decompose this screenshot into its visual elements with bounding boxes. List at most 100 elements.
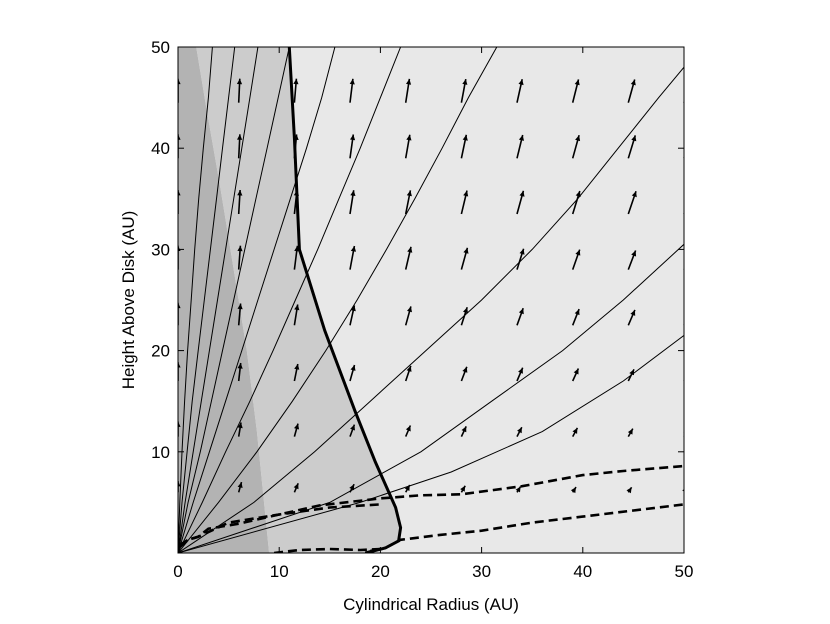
velocity-arrow: [571, 190, 581, 215]
x-axis-label: Cylindrical Radius (AU): [343, 595, 519, 614]
velocity-arrow: [293, 245, 300, 270]
contour-dashed-3: [273, 547, 381, 553]
velocity-arrow: [293, 423, 300, 437]
velocity-arrow: [683, 99, 684, 103]
x-tick-label: 10: [270, 562, 289, 581]
velocity-arrow: [404, 484, 411, 493]
velocity-arrow: [349, 305, 356, 326]
velocity-arrow: [349, 190, 356, 215]
field-line-9: [178, 243, 684, 553]
velocity-arrow: [178, 481, 181, 493]
y-tick-label: 30: [151, 240, 170, 259]
velocity-arrow: [460, 426, 467, 437]
field-line-4: [178, 47, 290, 553]
velocity-arrow: [236, 78, 243, 103]
y-tick-label: 10: [151, 443, 170, 462]
velocity-arrow: [516, 134, 524, 159]
velocity-arrow: [684, 24, 692, 47]
x-tick-label: 40: [573, 562, 592, 581]
velocity-arrow: [683, 211, 684, 214]
velocity-arrow: [571, 134, 581, 159]
velocity-arrow: [571, 427, 579, 437]
velocity-arrow: [349, 364, 356, 382]
velocity-arrow: [293, 78, 299, 103]
velocity-arrow: [237, 481, 243, 493]
velocity-arrow: [516, 248, 525, 270]
velocity-arrow: [349, 134, 356, 159]
velocity-arrow: [460, 485, 466, 493]
x-tick-label: 0: [173, 562, 182, 581]
velocity-arrow: [293, 304, 300, 326]
velocity-arrow: [237, 245, 243, 270]
velocity-arrow: [572, 47, 574, 48]
velocity-arrow: [404, 365, 412, 382]
y-axis-label: Height Above Disk (AU): [119, 211, 138, 390]
velocity-arrow: [627, 368, 635, 382]
velocity-arrow: [349, 424, 356, 437]
velocity-arrow: [175, 23, 180, 47]
velocity-arrow: [178, 302, 181, 326]
velocity-arrow: [293, 482, 299, 493]
velocity-arrow: [237, 189, 243, 215]
contour-solid: [287, 47, 403, 553]
velocity-arrow: [349, 78, 355, 103]
velocity-arrow: [460, 247, 469, 270]
velocity-arrow: [516, 79, 524, 103]
velocity-arrow: [237, 303, 243, 326]
velocity-arrow: [516, 367, 524, 382]
velocity-arrow: [626, 486, 633, 494]
velocity-arrow: [461, 47, 463, 48]
velocity-arrow: [178, 421, 181, 437]
velocity-arrow: [517, 47, 518, 48]
velocity-arrow: [404, 190, 412, 215]
velocity-arrow: [404, 425, 412, 437]
velocity-arrow: [349, 483, 355, 493]
velocity-arrow: [571, 249, 581, 270]
velocity-arrow: [460, 134, 468, 159]
velocity-arrow: [178, 362, 181, 381]
velocity-arrow: [293, 363, 300, 382]
velocity-arrow: [516, 426, 523, 437]
velocity-arrow: [460, 78, 468, 103]
velocity-arrow: [516, 307, 524, 326]
velocity-arrow: [516, 190, 525, 215]
velocity-arrow: [404, 78, 412, 103]
velocity-arrow: [460, 307, 468, 326]
velocity-arrow: [627, 79, 636, 103]
velocity-arrow: [627, 428, 634, 437]
velocity-arrow: [237, 422, 243, 437]
velocity-arrow: [349, 245, 356, 270]
velocity-arrow: [570, 486, 577, 494]
field-line-5: [178, 47, 336, 553]
velocity-arrow: [460, 190, 469, 215]
velocity-arrow: [294, 47, 296, 48]
field-line-6: [178, 47, 402, 553]
velocity-arrow: [178, 134, 181, 159]
region-medium: [196, 47, 401, 553]
field-line-3: [178, 47, 259, 553]
field-line-1: [178, 47, 213, 553]
x-tick-label: 50: [675, 562, 694, 581]
plot-frame: [177, 46, 685, 554]
x-tick-label: 30: [472, 562, 491, 581]
field-line-8: [178, 66, 684, 553]
velocity-arrow: [571, 79, 580, 103]
velocity-arrow: [627, 309, 636, 326]
velocity-arrow: [404, 246, 413, 270]
velocity-arrow: [404, 306, 412, 326]
contour-dashed-2: [179, 503, 381, 547]
velocity-arrow: [515, 486, 522, 493]
velocity-arrow: [571, 368, 580, 382]
velocity-arrow: [627, 135, 637, 159]
contour-dashed-4: [370, 503, 684, 553]
velocity-arrow: [350, 47, 351, 48]
field-line-7: [178, 47, 498, 553]
field-line-2: [178, 47, 236, 553]
y-tick-label: 50: [151, 38, 170, 57]
velocity-arrow: [571, 308, 580, 326]
velocity-arrow: [404, 134, 412, 159]
velocity-arrow: [237, 134, 243, 159]
velocity-arrow: [627, 190, 637, 215]
y-tick-label: 40: [151, 139, 170, 158]
